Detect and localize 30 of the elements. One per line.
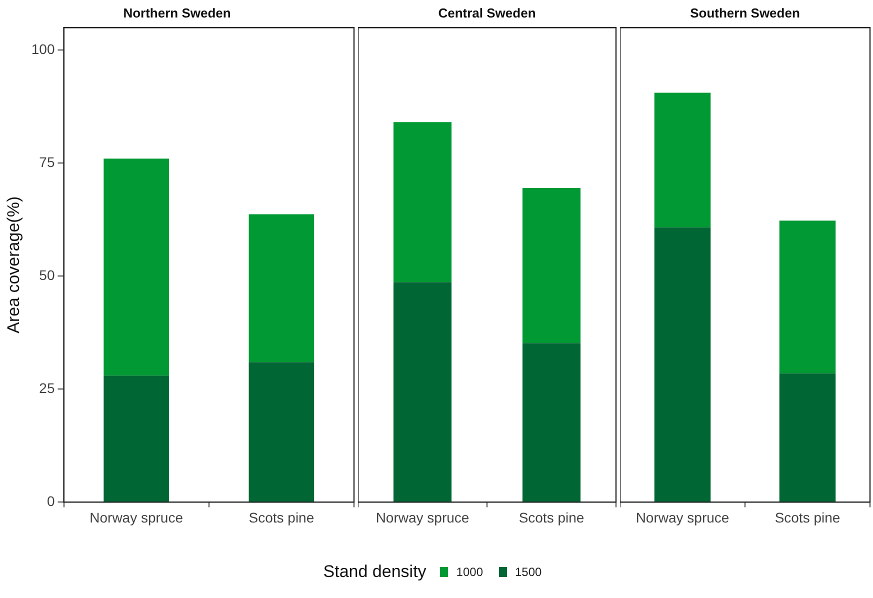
bar — [248, 214, 314, 362]
bar — [393, 282, 452, 502]
y-tick-label: 100 — [31, 41, 55, 58]
x-tick-label: Scots pine — [774, 509, 840, 526]
y-tick-label: 0 — [46, 493, 55, 510]
chart-title: Southern Sweden — [690, 5, 800, 20]
bar — [248, 362, 314, 502]
y-axis-title: Area coverage(%) — [4, 196, 23, 334]
bar — [654, 92, 711, 228]
legend-title: Stand density — [323, 562, 426, 582]
x-tick-label: Norway spruce — [636, 509, 730, 526]
bar — [779, 373, 836, 502]
legend-label: 1500 — [515, 565, 542, 579]
x-tick-label: Scots pine — [518, 509, 584, 526]
chart-title: Central Sweden — [438, 5, 536, 20]
bar — [104, 376, 169, 502]
x-tick-label: Norway spruce — [90, 509, 184, 526]
bar — [522, 188, 581, 344]
bar — [779, 220, 836, 374]
y-tick-label: 75 — [39, 154, 55, 170]
y-tick-label: 50 — [39, 267, 55, 284]
bar — [654, 227, 711, 502]
bar — [104, 158, 169, 376]
chart-title: Northern Sweden — [123, 5, 231, 20]
bar — [393, 122, 452, 282]
x-tick-label: Norway spruce — [376, 509, 470, 526]
legend-label: 1000 — [456, 565, 483, 579]
bar — [522, 343, 581, 502]
x-tick-label: Scots pine — [248, 509, 314, 526]
y-tick-label: 25 — [39, 380, 55, 396]
